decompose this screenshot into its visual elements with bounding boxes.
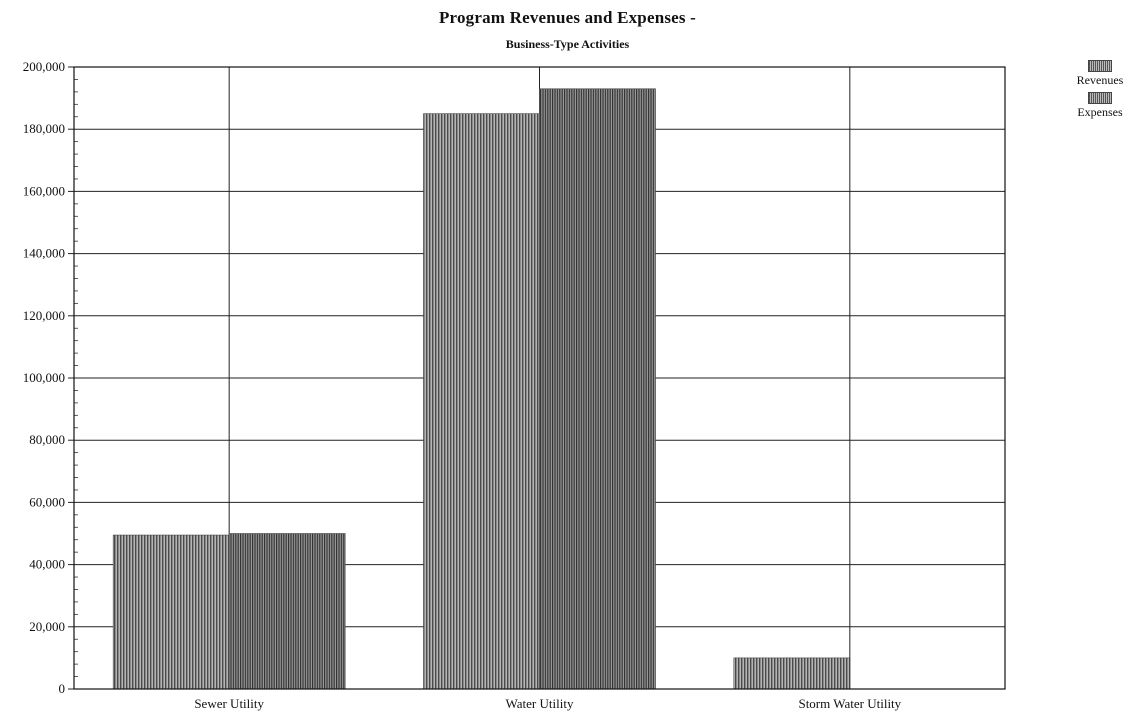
bar-expenses-sewer-utility — [228, 533, 346, 690]
x-tick-label: Sewer Utility — [194, 696, 264, 711]
chart-subtitle: Business-Type Activities — [505, 37, 630, 51]
y-tick-label: 20,000 — [29, 619, 65, 634]
chart-title: Program Revenues and Expenses - — [438, 8, 697, 27]
bar-revenues-sewer-utility — [112, 534, 230, 690]
legend-label-expenses: Expenses — [1077, 105, 1123, 119]
plot-frame — [73, 66, 1006, 690]
y-tick-label: 60,000 — [29, 494, 65, 509]
legend-item-expenses: Expenses — [1066, 92, 1134, 120]
legend-item-revenues: Revenues — [1066, 60, 1134, 88]
legend: Revenues Expenses — [1066, 60, 1134, 124]
y-tick-label: 100,000 — [23, 370, 65, 385]
bar-expenses-water-utility — [539, 88, 656, 690]
bar-revenues-storm-water-utility — [733, 657, 851, 690]
legend-swatch-expenses — [1088, 92, 1112, 104]
x-tick-label: Water Utility — [506, 696, 574, 711]
legend-swatch-revenues — [1088, 60, 1112, 72]
y-tick-label: 0 — [59, 681, 66, 696]
y-tick-label: 180,000 — [23, 121, 65, 136]
y-tick-label: 140,000 — [23, 246, 65, 261]
bar-revenues-water-utility — [423, 113, 540, 690]
y-tick-label: 160,000 — [23, 183, 65, 198]
y-tick-label: 80,000 — [29, 432, 65, 447]
x-tick-label: Storm Water Utility — [798, 696, 901, 711]
y-tick-label: 200,000 — [23, 59, 65, 74]
y-tick-label: 120,000 — [23, 308, 65, 323]
legend-label-revenues: Revenues — [1076, 73, 1124, 87]
y-tick-label: 40,000 — [29, 557, 65, 572]
